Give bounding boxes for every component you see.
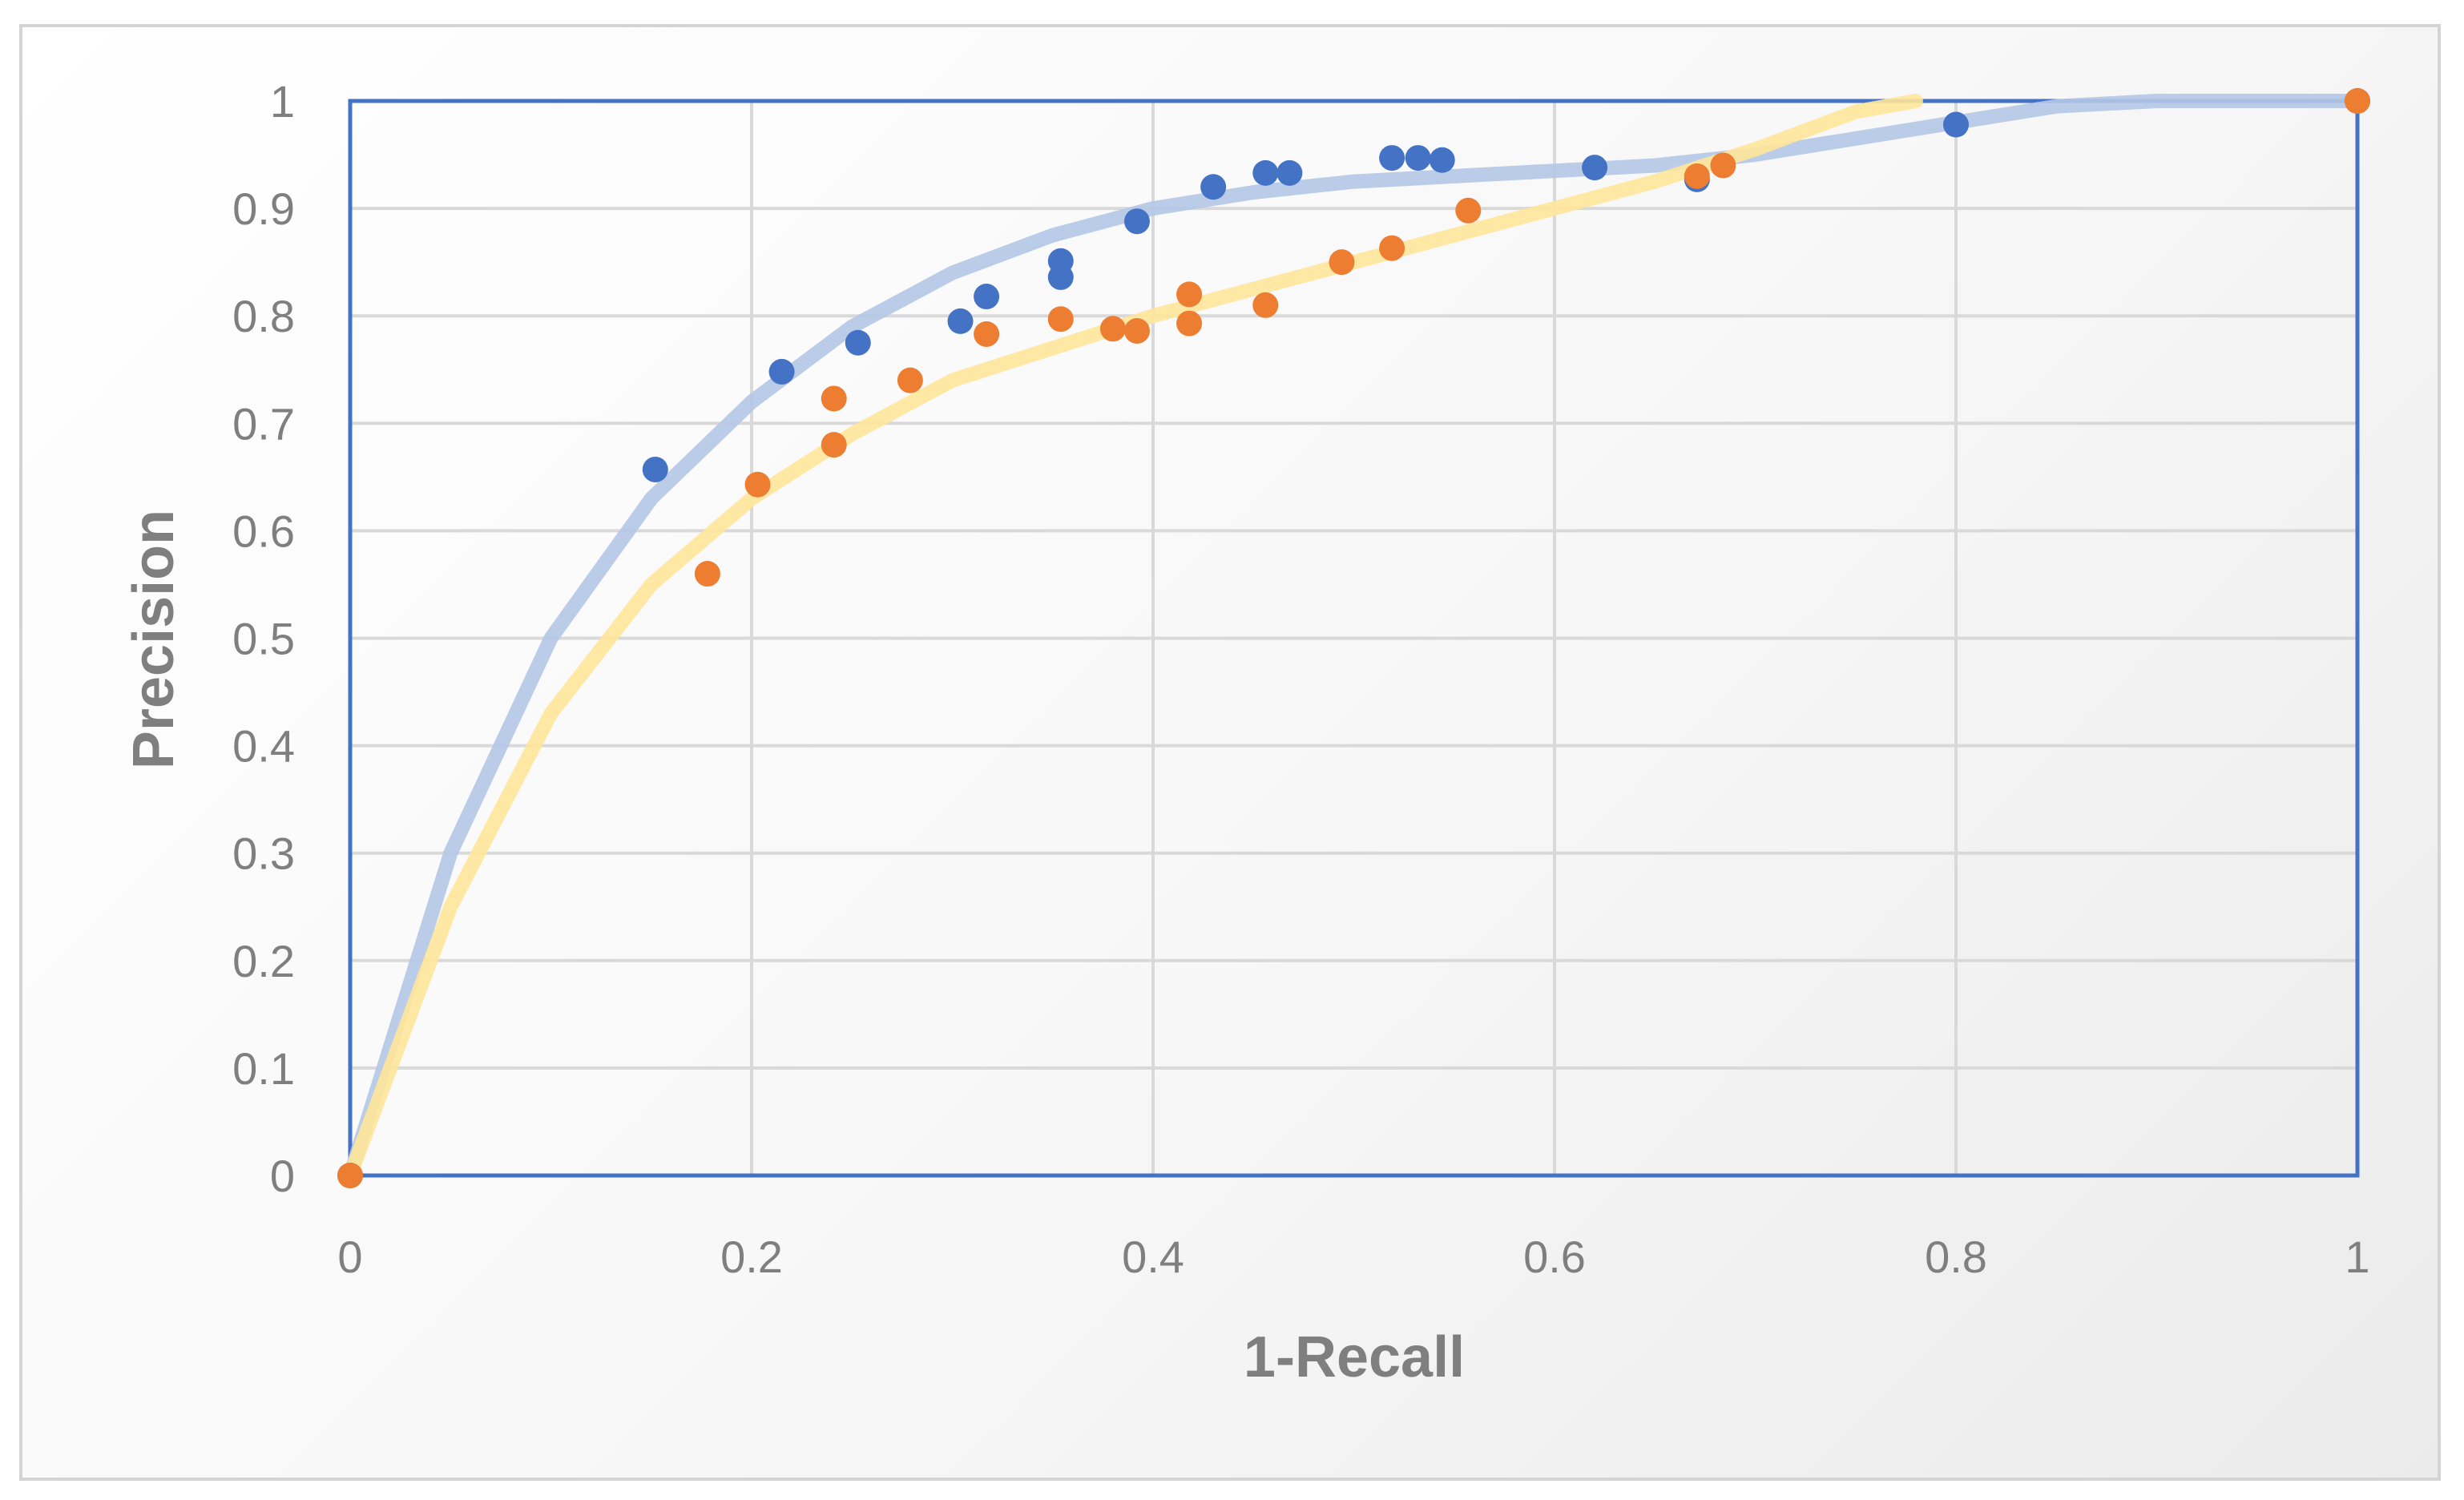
y-tick-label: 0.9 <box>232 183 295 234</box>
x-axis-title: 1-Recall <box>1244 1325 1465 1389</box>
series-2-point <box>1455 197 1482 224</box>
series-1-point <box>642 456 668 482</box>
grid <box>348 99 2360 1178</box>
y-tick-label: 0.8 <box>232 291 295 341</box>
y-tick-label: 0.1 <box>232 1043 295 1094</box>
y-tick-label: 0.3 <box>232 829 295 879</box>
series-1-point <box>768 358 795 385</box>
series-2-point <box>974 321 1000 347</box>
data-points <box>337 88 2370 1188</box>
chart-frame <box>19 24 2441 1481</box>
series-2-point <box>821 385 847 412</box>
series-1-trendline <box>343 94 2365 1183</box>
y-tick-label: 1 <box>270 76 295 127</box>
y-tick-label: 0 <box>270 1151 295 1201</box>
series-2-point <box>1252 292 1279 318</box>
series-2-point <box>337 1163 363 1188</box>
series-2-point <box>821 432 847 458</box>
series-1-point <box>1379 145 1405 171</box>
series-2-point <box>1047 306 1074 333</box>
series-1-point <box>1200 174 1227 200</box>
series-2-point <box>1099 316 1126 342</box>
series-1-point <box>1047 248 1074 274</box>
x-tick-label: 0.6 <box>1523 1232 1586 1282</box>
y-tick-label: 0.2 <box>232 936 295 986</box>
series-1-point <box>1276 159 1303 186</box>
tick-labels: 0 0.1 0.2 0.3 0.4 0.5 0.6 0.7 0.8 0.9 1 0 0.2 0.4 0.6 0… <box>232 76 2369 1282</box>
x-tick-label: 0.4 <box>1122 1232 1184 1282</box>
y-tick-label: 0.5 <box>232 614 295 664</box>
x-tick-label: 0 <box>337 1232 362 1282</box>
series-2-point <box>2345 88 2370 114</box>
series-1-point <box>1582 155 1608 181</box>
series-1-point <box>1123 208 1150 235</box>
series-1-point <box>1405 145 1431 171</box>
series-2-point <box>1710 152 1736 179</box>
series-2-point <box>1379 235 1405 261</box>
series-1-point <box>1252 159 1279 186</box>
series-2-point <box>1329 249 1355 276</box>
y-axis-title: Precision <box>122 510 186 769</box>
series-1-point <box>1943 111 1969 138</box>
y-tick-label: 0.6 <box>232 506 295 556</box>
x-tick-label: 1 <box>2345 1232 2369 1282</box>
y-tick-label: 0.7 <box>232 398 295 449</box>
series-2-point <box>1176 310 1203 337</box>
series-2-point <box>1176 281 1203 308</box>
series-2-point <box>1123 317 1150 344</box>
x-tick-label: 0.8 <box>1925 1232 1987 1282</box>
series-2-point <box>694 561 720 587</box>
y-tick-label: 0.4 <box>232 721 295 772</box>
series-2-point <box>744 471 771 498</box>
series-1-point <box>1429 147 1455 173</box>
series-2-point <box>1684 163 1710 189</box>
series-1-point <box>974 284 1000 310</box>
series-1-point <box>947 308 974 334</box>
plot-area-border <box>348 99 2360 1178</box>
x-tick-label: 0.2 <box>720 1232 783 1282</box>
series-1-point <box>845 329 871 356</box>
series-2-point <box>897 367 923 393</box>
